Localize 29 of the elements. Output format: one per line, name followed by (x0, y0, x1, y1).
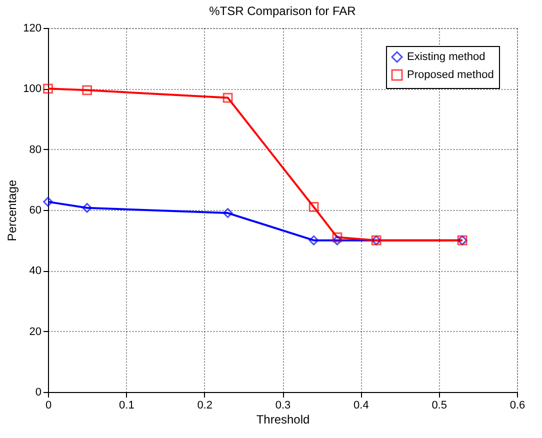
y-axis-title: Percentage (5, 179, 20, 242)
y-tick-label: 100 (23, 83, 42, 96)
x-tick-label: 0.6 (510, 400, 526, 412)
point (332, 235, 342, 246)
y-tick-label: 40 (29, 265, 42, 278)
point (308, 202, 319, 212)
y-tick-label: 60 (29, 204, 42, 216)
y-tick-label: 0 (35, 386, 42, 398)
x-tick-label: 0.1 (119, 400, 134, 412)
point (222, 208, 233, 218)
point (43, 196, 53, 207)
x-tick-label: 0.3 (275, 400, 291, 412)
point (222, 92, 233, 103)
x-axis-title: Threshold (256, 412, 310, 426)
legend-label: Existing method (407, 51, 486, 63)
x-tick-label: 0.2 (197, 400, 212, 412)
point (332, 232, 342, 242)
legend-label: Proposed method (407, 69, 494, 81)
y-tick-label: 20 (29, 326, 42, 338)
point (82, 85, 92, 96)
point (308, 235, 319, 246)
x-tick-label: 0 (45, 400, 52, 412)
y-tick-label: 80 (29, 144, 42, 156)
point (82, 202, 92, 213)
point (43, 84, 53, 94)
x-tick-label: 0.5 (432, 400, 447, 412)
y-tick-label: 120 (23, 22, 42, 34)
x-tick-label: 0.4 (354, 400, 369, 412)
chart-title: %TSR Comparison for FAR (209, 4, 356, 18)
